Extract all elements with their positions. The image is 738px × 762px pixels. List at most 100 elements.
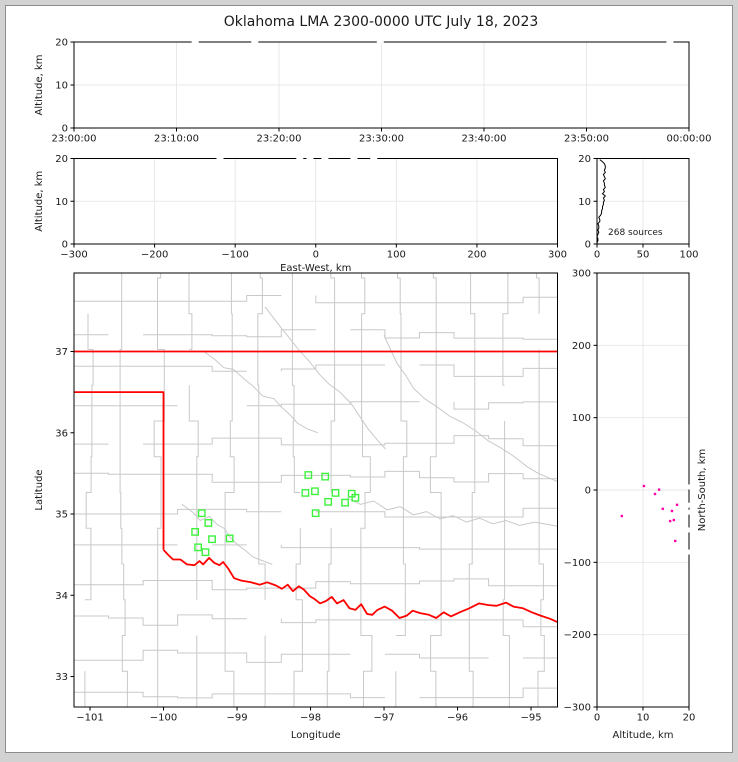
- x-tick-label: −200: [141, 250, 168, 261]
- river-line: [383, 334, 558, 482]
- station-marker: [311, 509, 320, 518]
- x-axis-label: East-West, km: [280, 263, 351, 274]
- y-tick-label: −100: [564, 558, 591, 569]
- station-marker: [194, 543, 202, 552]
- station-marker: [321, 472, 330, 481]
- x-axis-label: Longitude: [291, 730, 341, 741]
- x-tick-label: 100: [387, 250, 406, 261]
- station-marker: [204, 519, 213, 527]
- station-marker: [197, 509, 206, 518]
- panel-northsouth_altitude: 0 10 20 −300 −200 −100 0 100 200 300 Altitude, km N…: [564, 269, 708, 742]
- y-tick-label: 10: [578, 197, 591, 208]
- y-tick-label: 20: [578, 154, 591, 165]
- x-tick-label: −97: [373, 713, 394, 724]
- y-tick-label: 10: [55, 81, 68, 92]
- river-line: [181, 503, 273, 565]
- source-count-annotation: 268 sources: [608, 228, 663, 238]
- x-tick-label: 0: [594, 250, 600, 261]
- station-marker: [225, 534, 234, 543]
- y-tick-label: 10: [55, 197, 68, 208]
- spine-gap: [666, 41, 674, 43]
- source-point: [642, 484, 646, 488]
- source-point: [670, 509, 674, 513]
- x-tick-label: −101: [76, 713, 103, 724]
- y-tick-label: 33: [55, 672, 68, 683]
- y-tick-label: 37: [55, 347, 68, 358]
- county-line-vertical: [360, 273, 373, 707]
- x-tick-label: 23:50:00: [564, 134, 609, 145]
- spine-gap: [688, 502, 690, 508]
- figure-canvas: [5, 5, 733, 753]
- spine-gap: [191, 41, 199, 43]
- county-line-vertical: [291, 273, 303, 707]
- panel-frame: [73, 272, 558, 708]
- county-line-vertical: [153, 273, 165, 707]
- county-line-horizontal: [74, 329, 558, 340]
- county-line-horizontal: [74, 614, 558, 628]
- panel-altitude_histogram: 268 sources 0 50 100 0 10 20: [578, 154, 698, 261]
- y-tick-label: 0: [585, 486, 591, 497]
- station-marker: [351, 493, 360, 502]
- state-boundary: [74, 391, 165, 550]
- spine-gap: [216, 157, 224, 160]
- source-point: [657, 488, 661, 491]
- x-tick-label: 23:40:00: [462, 134, 507, 145]
- x-tick-label: 200: [467, 250, 486, 261]
- station-marker: [191, 527, 200, 536]
- spine-gap: [688, 527, 690, 533]
- county-line-vertical: [395, 273, 408, 707]
- county-line-horizontal: [74, 649, 558, 663]
- river-line: [203, 351, 319, 434]
- x-tick-label: 10: [637, 713, 650, 724]
- y-tick-label: 200: [572, 341, 591, 352]
- spine-gap: [688, 549, 690, 555]
- panel-time_altitude: 23:00:00 23:10:00 23:20:00 23:30:00 23:40:00…: [34, 38, 711, 145]
- y-axis-label: Altitude, km: [34, 171, 45, 232]
- histogram-line: [596, 159, 607, 244]
- y-tick-label: 100: [572, 413, 591, 424]
- station-marker: [331, 488, 340, 497]
- y-tick-label: 20: [55, 38, 68, 49]
- y-axis-label: Latitude: [34, 469, 45, 510]
- spine-gap: [350, 157, 358, 160]
- county-line-horizontal: [74, 470, 558, 483]
- river-line: [264, 306, 386, 450]
- panel-plan_view_map: −101 −100 −99 −98 −97 −96 −95 33 34 35 36 37 Latitud…: [34, 272, 558, 741]
- x-tick-label: −300: [60, 250, 87, 261]
- county-line-vertical: [464, 273, 476, 707]
- x-tick-label: 23:20:00: [257, 134, 302, 145]
- station-marker: [208, 535, 216, 544]
- station-marker: [341, 498, 349, 507]
- county-line-vertical: [502, 273, 510, 707]
- y-axis-label: Altitude, km: [34, 55, 45, 116]
- y-tick-label: 20: [55, 154, 68, 165]
- y-tick-label: 34: [55, 591, 68, 602]
- river-line: [347, 497, 558, 527]
- source-point: [674, 539, 677, 543]
- spine-gap: [688, 509, 690, 515]
- x-tick-label: 20: [683, 713, 696, 724]
- source-point: [668, 519, 672, 523]
- x-axis-label: Altitude, km: [613, 730, 674, 741]
- x-tick-label: 23:10:00: [154, 134, 199, 145]
- spine-gap: [688, 484, 690, 490]
- county-line-vertical: [257, 273, 266, 707]
- spine-gap: [306, 157, 314, 160]
- state-boundary: [162, 549, 558, 623]
- county-line-vertical: [326, 273, 337, 707]
- county-line-horizontal: [74, 364, 558, 377]
- x-tick-label: 0: [313, 250, 319, 261]
- county-line-vertical: [536, 273, 545, 707]
- county-line-horizontal: [74, 295, 558, 304]
- right-y-axis-label: North-South, km: [697, 449, 708, 532]
- station-marker: [301, 488, 310, 497]
- x-tick-label: −98: [300, 713, 321, 724]
- spine-gap: [376, 41, 384, 43]
- x-tick-label: 300: [548, 250, 567, 261]
- spine-gap: [321, 157, 329, 160]
- x-tick-label: 50: [637, 250, 650, 261]
- source-point: [675, 503, 679, 507]
- source-point: [620, 514, 624, 518]
- y-tick-label: 0: [62, 240, 68, 251]
